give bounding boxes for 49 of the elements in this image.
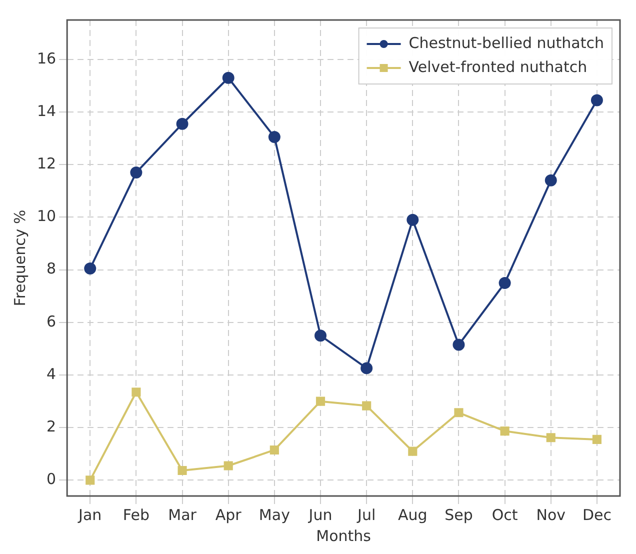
- point: [86, 476, 95, 485]
- y-tick-label: 12: [36, 154, 56, 173]
- point: [498, 276, 511, 289]
- point: [314, 330, 327, 342]
- x-tick-label: Dec: [582, 506, 612, 524]
- point: [592, 434, 602, 444]
- point: [270, 445, 279, 455]
- legend-label: Velvet-fronted nuthatch: [408, 58, 588, 76]
- point: [224, 461, 233, 470]
- x-tick-label: Jun: [308, 506, 332, 524]
- x-tick-label: Apr: [215, 506, 242, 524]
- point: [590, 94, 603, 106]
- y-tick-label: 4: [46, 364, 56, 383]
- point: [362, 401, 372, 410]
- point: [84, 262, 96, 275]
- point: [130, 166, 142, 179]
- x-tick-label: Aug: [398, 506, 428, 524]
- point: [316, 396, 326, 406]
- y-tick-label: 6: [46, 312, 56, 330]
- point: [222, 72, 234, 84]
- point: [360, 362, 373, 374]
- y-tick-label: 0: [46, 470, 56, 488]
- point: [500, 426, 510, 436]
- x-tick-label: Oct: [492, 506, 518, 524]
- x-tick-label: Jan: [78, 506, 102, 524]
- y-tick-label: 14: [36, 102, 56, 120]
- y-tick-label: 2: [46, 418, 56, 436]
- point: [544, 174, 557, 186]
- x-axis-title: Months: [316, 526, 372, 545]
- x-tick-label: Mar: [168, 506, 198, 524]
- x-tick-label: Feb: [122, 506, 150, 524]
- y-tick-label: 10: [36, 207, 56, 226]
- x-tick-label: Sep: [444, 506, 473, 524]
- y-axis-title: Frequency %: [10, 210, 29, 306]
- x-tick-label: May: [258, 506, 290, 524]
- x-tick-label: Nov: [536, 506, 566, 524]
- x-tick-label: Jul: [356, 506, 376, 524]
- point: [268, 131, 280, 144]
- point: [132, 388, 141, 397]
- y-tick-label: 16: [36, 49, 56, 68]
- point: [452, 338, 465, 351]
- point: [176, 118, 188, 130]
- point: [408, 446, 418, 456]
- point: [178, 466, 187, 476]
- point: [546, 433, 556, 442]
- legend-label: Chestnut-bellied nuthatch: [408, 34, 604, 52]
- point: [406, 214, 419, 226]
- point: [454, 408, 464, 418]
- y-tick-label: 8: [46, 260, 56, 278]
